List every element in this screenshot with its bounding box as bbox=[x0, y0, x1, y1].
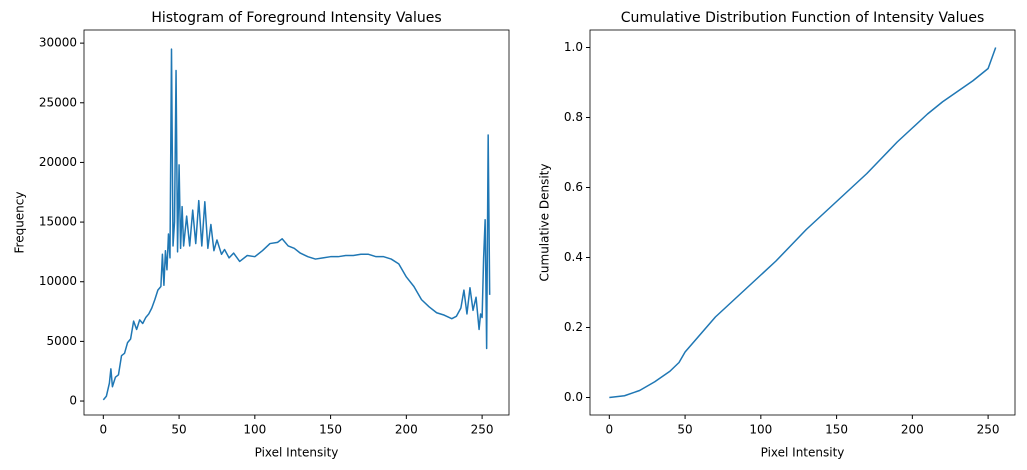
x-tick-label: 150 bbox=[319, 423, 342, 437]
y-tick-label: 10000 bbox=[39, 274, 77, 288]
data-line bbox=[609, 47, 997, 399]
y-tick-label: 0.0 bbox=[564, 390, 583, 404]
y-tick-label: 0.6 bbox=[564, 180, 583, 194]
chart: Cumulative Distribution Function of Inte… bbox=[538, 10, 1016, 460]
x-axis-label: Pixel Intensity bbox=[761, 446, 845, 460]
x-tick-label: 50 bbox=[171, 423, 186, 437]
y-tick-label: 20000 bbox=[39, 155, 77, 169]
x-tick-label: 50 bbox=[677, 423, 692, 437]
x-tick-label: 150 bbox=[825, 423, 848, 437]
plot-frame bbox=[83, 29, 510, 416]
x-tick-label: 200 bbox=[395, 423, 418, 437]
data-line bbox=[102, 48, 491, 401]
chart-title: Histogram of Foreground Intensity Values bbox=[151, 10, 441, 26]
y-tick-label: 0.2 bbox=[564, 320, 583, 334]
y-tick-label: 0 bbox=[69, 394, 77, 408]
x-tick-label: 100 bbox=[749, 423, 772, 437]
y-tick-label: 30000 bbox=[39, 36, 77, 50]
x-tick-label: 100 bbox=[243, 423, 266, 437]
chart: Histogram of Foreground Intensity Values… bbox=[13, 10, 510, 460]
y-axis-label: Frequency bbox=[13, 192, 27, 254]
y-tick-label: 0.8 bbox=[564, 110, 583, 124]
y-tick-label: 1.0 bbox=[564, 40, 583, 54]
x-tick-label: 250 bbox=[471, 423, 494, 437]
x-tick-label: 200 bbox=[901, 423, 924, 437]
x-axis-label: Pixel Intensity bbox=[255, 446, 339, 460]
plot-frame bbox=[589, 29, 1016, 416]
y-tick-label: 25000 bbox=[39, 95, 77, 109]
y-tick-label: 15000 bbox=[39, 215, 77, 229]
x-tick-label: 0 bbox=[99, 423, 107, 437]
y-axis-label: Cumulative Density bbox=[538, 164, 552, 282]
chart-title: Cumulative Distribution Function of Inte… bbox=[621, 10, 985, 26]
x-tick-label: 0 bbox=[605, 423, 613, 437]
y-tick-label: 5000 bbox=[46, 334, 77, 348]
y-tick-label: 0.4 bbox=[564, 250, 583, 264]
x-tick-label: 250 bbox=[977, 423, 1000, 437]
